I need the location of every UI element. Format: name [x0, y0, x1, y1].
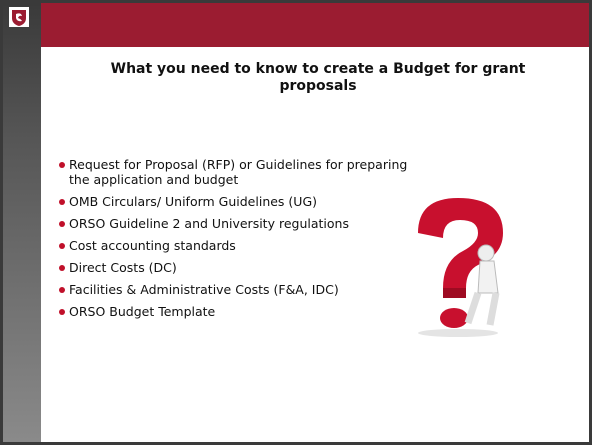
- question-mark-image: [398, 193, 523, 338]
- side-bar: [3, 3, 41, 442]
- bullet-list: Request for Proposal (RFP) or Guidelines…: [59, 157, 419, 326]
- bullet-item: Cost accounting standards: [59, 238, 419, 253]
- slide: What you need to know to create a Budget…: [0, 0, 592, 445]
- bullet-item: ORSO Guideline 2 and University regulati…: [59, 216, 419, 231]
- bullet-item: Facilities & Administrative Costs (F&A, …: [59, 282, 419, 297]
- bullet-item: ORSO Budget Template: [59, 304, 419, 319]
- slide-title: What you need to know to create a Budget…: [78, 61, 558, 95]
- header-bar: [3, 3, 589, 47]
- bullet-item: Direct Costs (DC): [59, 260, 419, 275]
- bullet-item: OMB Circulars/ Uniform Guidelines (UG): [59, 194, 419, 209]
- bullet-item: Request for Proposal (RFP) or Guidelines…: [59, 157, 419, 187]
- logo: [9, 7, 29, 27]
